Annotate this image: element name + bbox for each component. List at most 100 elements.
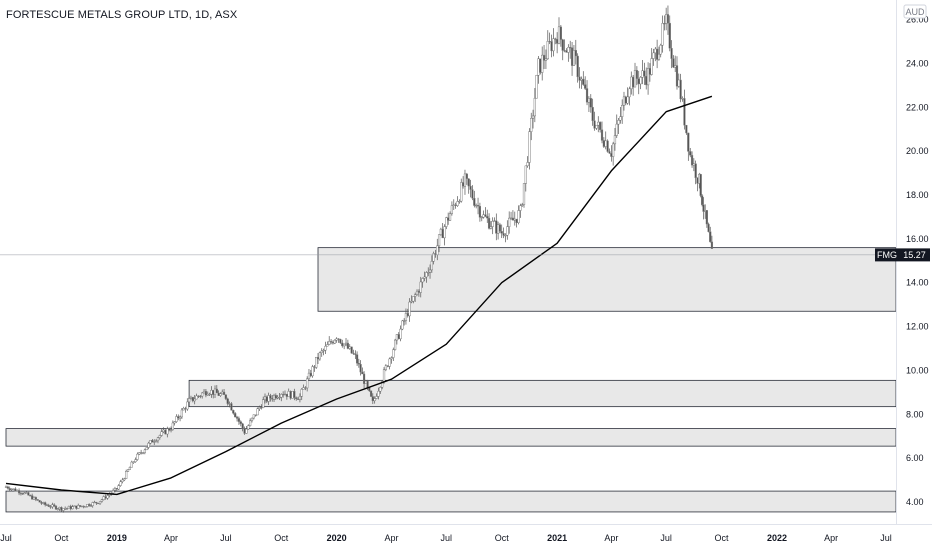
- candle-body: [465, 173, 468, 179]
- candle-body: [38, 500, 41, 503]
- candle-body: [381, 381, 384, 388]
- candle-body: [690, 155, 694, 166]
- zone-4: [5, 490, 897, 513]
- candle-body: [58, 507, 61, 510]
- candle-body: [337, 338, 340, 340]
- candle-body: [689, 151, 692, 156]
- candle-body: [390, 357, 393, 360]
- candle-body: [331, 342, 335, 344]
- candle-body: [27, 492, 30, 496]
- candle-body: [98, 501, 102, 504]
- candle-body: [226, 398, 229, 404]
- time-axis[interactable]: Jul Oct 2019 Apr Jul Oct 2020 Apr Jul Oct 2021 Apr J…: [0, 533, 892, 543]
- price-axis[interactable]: 4.00 6.00 8.00 10.00 12.00 14.00 16.00 18.00 20.…: [906, 15, 929, 508]
- candle-body: [171, 422, 174, 430]
- candle-body: [215, 388, 218, 394]
- price-tick-label: 14.00: [906, 278, 929, 288]
- zones-layer: [5, 247, 897, 513]
- candle-body: [16, 490, 19, 492]
- candle-body: [178, 416, 182, 419]
- candle-body: [182, 408, 185, 411]
- candle-body: [401, 320, 404, 330]
- candle-body: [565, 50, 568, 53]
- candle-body: [31, 495, 34, 500]
- candle-body: [300, 389, 303, 397]
- candle-body: [641, 70, 644, 78]
- candle-body: [550, 41, 553, 52]
- candle-body: [696, 177, 699, 184]
- candle-body: [250, 417, 254, 422]
- candle-body: [77, 505, 80, 509]
- candle-body: [487, 217, 491, 229]
- candle-body: [399, 328, 402, 340]
- candle-body: [113, 488, 117, 491]
- candle-body: [524, 165, 527, 184]
- candle-body: [624, 96, 627, 104]
- candle-body: [84, 506, 87, 508]
- candle-body: [476, 204, 480, 207]
- candle-body: [373, 398, 376, 402]
- candle-body: [456, 201, 459, 206]
- candle-body: [19, 492, 23, 495]
- candle-body: [304, 387, 307, 389]
- candle-body: [234, 413, 237, 418]
- candle-body: [633, 70, 637, 88]
- candle-body: [320, 350, 323, 353]
- candle-body: [12, 488, 15, 490]
- candle-body: [88, 504, 91, 506]
- candle-body: [392, 349, 395, 358]
- candle-body: [504, 235, 507, 237]
- candle-body: [260, 407, 263, 409]
- candle-body: [591, 106, 594, 121]
- candle-body: [64, 508, 67, 510]
- candle-body: [599, 121, 602, 130]
- candle-body: [530, 117, 533, 132]
- candle-body: [622, 96, 626, 106]
- candle-body: [382, 369, 386, 382]
- price-tick-label: 4.00: [906, 497, 924, 507]
- candle-body: [531, 115, 535, 119]
- time-tick-label: Jul: [441, 533, 453, 543]
- time-tick-label: Jul: [0, 533, 12, 543]
- candle-body: [95, 501, 98, 504]
- candle-body: [542, 54, 546, 61]
- candle-body: [195, 395, 198, 400]
- candle-body: [434, 253, 437, 255]
- candle-body: [672, 58, 675, 68]
- candle-body: [675, 65, 679, 87]
- candle-body: [29, 495, 32, 497]
- candle-body: [276, 397, 279, 399]
- candle-body: [119, 481, 122, 486]
- ma-layer: [5, 95, 713, 496]
- candle-body: [89, 505, 93, 507]
- candle-body: [291, 390, 294, 399]
- candle-body: [419, 281, 422, 293]
- candle-body: [593, 120, 596, 129]
- candle-body: [428, 269, 432, 273]
- candle-body: [153, 441, 156, 443]
- candle-body: [533, 97, 536, 117]
- candle-body: [219, 393, 222, 396]
- candle-body: [289, 391, 292, 399]
- candle-body: [557, 26, 561, 44]
- candle-body: [213, 388, 217, 395]
- candle-body: [707, 223, 710, 232]
- candle-body: [613, 135, 617, 145]
- candle-body: [439, 228, 442, 235]
- candle-body: [280, 394, 283, 398]
- price-tick-label: 10.00: [906, 365, 929, 375]
- candle-body: [692, 163, 695, 166]
- candle-body: [344, 342, 348, 345]
- candle-body: [25, 492, 28, 494]
- candle-body: [421, 278, 424, 283]
- candle-body: [486, 216, 489, 219]
- price-tick-label: 20.00: [906, 146, 929, 156]
- candle-body: [471, 189, 474, 199]
- candle-body: [197, 395, 200, 397]
- candle-body: [569, 47, 572, 49]
- candle-body: [615, 123, 618, 136]
- candle-body: [666, 14, 670, 24]
- candle-body: [670, 48, 673, 59]
- candle-body: [528, 131, 531, 163]
- candle-body: [111, 490, 115, 494]
